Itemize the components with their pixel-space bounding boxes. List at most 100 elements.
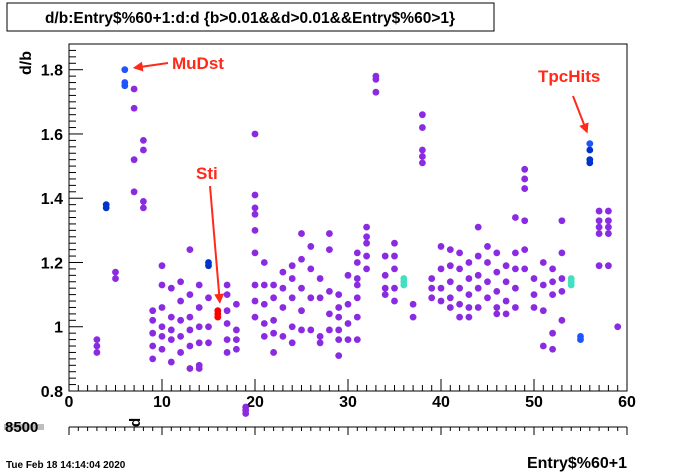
timestamp-footer: Tue Feb 18 14:14:04 2020: [6, 460, 126, 471]
data-point: [549, 291, 556, 299]
data-point: [577, 336, 584, 343]
data-point: [251, 249, 259, 257]
data-point: [391, 239, 398, 247]
data-point: [484, 278, 491, 286]
data-point: [195, 339, 203, 347]
data-point: [167, 336, 175, 343]
x-tick-label: 50: [525, 394, 543, 411]
y-tick-label: 1.6: [41, 127, 63, 144]
data-point: [140, 204, 147, 212]
x-tick-label: 60: [618, 394, 636, 411]
data-point: [223, 336, 231, 343]
data-point: [409, 313, 417, 321]
data-point: [502, 310, 510, 318]
y-tick-label: 1.2: [41, 255, 63, 272]
data-point: [512, 214, 519, 221]
data-point: [316, 294, 324, 302]
data-point: [149, 355, 157, 363]
data-point: [270, 349, 277, 356]
data-point: [558, 249, 566, 257]
data-point: [251, 210, 259, 218]
data-point: [484, 243, 491, 250]
data-point: [502, 278, 510, 286]
data-point: [539, 307, 547, 315]
data-point: [605, 207, 612, 215]
data-point: [539, 281, 547, 289]
data-point: [167, 313, 175, 321]
data-point: [177, 332, 185, 340]
data-point: [195, 281, 203, 289]
data-point: [288, 339, 296, 347]
data-point: [474, 271, 482, 279]
data-point: [419, 153, 426, 160]
annotation-arrow: [132, 61, 169, 72]
data-point: [465, 275, 473, 282]
data-point: [493, 287, 501, 295]
data-point: [595, 217, 603, 225]
data-point: [381, 291, 389, 299]
data-point: [391, 297, 398, 305]
data-point: [353, 249, 361, 257]
data-point: [242, 410, 250, 417]
x-tick-label: 0: [65, 394, 74, 411]
data-point: [437, 297, 445, 305]
data-point: [112, 268, 119, 276]
data-point: [344, 271, 352, 279]
data-point: [279, 268, 287, 276]
data-point: [233, 300, 240, 308]
data-point: [186, 313, 194, 321]
data-point: [307, 243, 315, 250]
data-point: [158, 281, 166, 289]
data-point: [251, 281, 259, 289]
data-point: [493, 249, 501, 257]
data-point: [549, 265, 556, 273]
data-point: [428, 284, 436, 292]
data-point: [614, 323, 622, 331]
data-point: [353, 259, 361, 266]
data-point: [512, 284, 519, 292]
data-point: [298, 307, 305, 315]
chart-title-frame: [6, 2, 495, 32]
x-tick-label: 40: [432, 394, 450, 411]
data-point: [298, 284, 305, 292]
y-tick-label: 1.4: [41, 191, 63, 208]
data-point: [344, 336, 352, 343]
data-point: [465, 259, 473, 266]
y-axis-label: d/b: [18, 51, 35, 75]
data-point: [539, 259, 547, 266]
data-point: [326, 230, 333, 237]
data-point: [223, 307, 231, 315]
data-point: [335, 304, 343, 311]
data-point: [484, 294, 491, 302]
chart-title-box: d/b:Entry$%60+1:d:d {b>0.01&&d>0.01&&Ent…: [6, 2, 495, 32]
data-point: [298, 230, 305, 237]
data-point: [363, 252, 370, 260]
data-point: [186, 326, 194, 334]
data-point: [298, 255, 305, 263]
data-point: [456, 284, 463, 292]
data-point: [586, 159, 594, 167]
data-point: [363, 233, 370, 241]
data-point: [428, 294, 436, 302]
data-point: [502, 262, 510, 270]
z-axis-ticks: [4, 424, 628, 435]
data-point: [484, 259, 491, 266]
data-point: [372, 88, 380, 96]
data-point: [391, 284, 398, 292]
data-point: [381, 252, 389, 260]
data-point: [335, 352, 343, 360]
data-point: [93, 342, 101, 350]
data-point: [316, 332, 324, 340]
data-point: [233, 326, 240, 334]
data-point: [605, 230, 612, 237]
data-point: [391, 252, 398, 260]
data-point: [521, 265, 529, 273]
data-point: [502, 297, 510, 305]
x-tick-label: 10: [153, 394, 171, 411]
data-point: [344, 300, 352, 308]
data-point: [353, 275, 361, 282]
data-point: [456, 249, 463, 257]
data-point: [93, 336, 101, 343]
data-point: [279, 304, 287, 311]
